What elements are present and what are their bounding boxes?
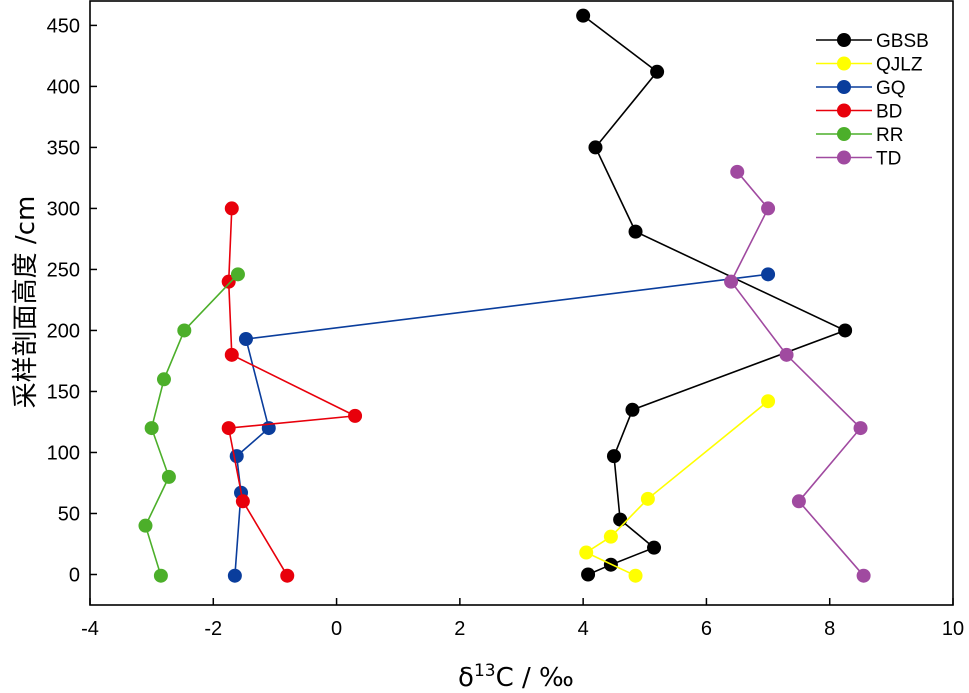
y-tick-label: 300 — [47, 198, 80, 220]
legend-marker — [837, 56, 851, 71]
data-point — [229, 449, 244, 464]
legend-label: GBSB — [876, 31, 929, 52]
legend-marker — [837, 127, 851, 141]
data-point — [581, 567, 596, 582]
data-point — [153, 568, 168, 583]
x-tick-label: -4 — [81, 618, 99, 640]
legend-label: RR — [876, 125, 903, 146]
data-point — [628, 224, 643, 239]
data-point — [588, 140, 603, 155]
x-axis-title-sup: 13 — [474, 661, 496, 681]
legend-item-gq: GQ — [816, 78, 906, 99]
y-tick-label: 150 — [47, 381, 80, 403]
x-tick-label: 4 — [578, 618, 589, 640]
legend-marker — [837, 80, 851, 94]
data-point — [177, 323, 192, 338]
legend-marker — [837, 150, 851, 165]
data-point — [838, 323, 853, 338]
x-tick-label: 2 — [454, 618, 465, 640]
x-tick-label: 6 — [701, 618, 712, 640]
plot-frame — [89, 0, 954, 606]
x-tick-label: 8 — [824, 618, 835, 640]
series-gq — [227, 267, 776, 583]
series-line — [227, 208, 358, 577]
legend-item-td: TD — [816, 149, 901, 170]
series-line — [582, 14, 848, 576]
legend-label: GQ — [876, 78, 906, 99]
y-tick-label: 50 — [58, 503, 80, 525]
series-gbsb — [576, 8, 853, 582]
legend-label: QJLZ — [876, 55, 923, 76]
data-point — [625, 402, 640, 417]
legend-label: BD — [876, 102, 902, 123]
y-tick-label: 0 — [69, 564, 80, 586]
data-point — [227, 568, 242, 583]
data-point — [144, 421, 159, 436]
series-layer — [138, 8, 871, 583]
data-point — [761, 201, 776, 216]
legend-label: TD — [876, 149, 901, 170]
data-point — [724, 274, 739, 289]
y-tick-label: 450 — [47, 15, 80, 37]
data-point — [280, 568, 295, 583]
x-axis-title-rest: C / ‰ — [496, 663, 574, 693]
x-tick-label: -2 — [204, 618, 222, 640]
x-axis-title-base: δ — [458, 663, 474, 693]
legend-item-bd: BD — [816, 102, 902, 123]
data-point — [640, 491, 655, 506]
data-point — [161, 469, 176, 484]
y-tick-label: 250 — [47, 259, 80, 281]
data-point — [235, 494, 250, 509]
data-point — [603, 529, 618, 544]
series-bd — [221, 201, 363, 583]
series-line — [234, 273, 769, 576]
y-tick-label: 200 — [47, 320, 80, 342]
data-point — [576, 8, 591, 23]
data-point — [606, 449, 621, 464]
data-point — [230, 267, 245, 282]
legend-item-qjlz: QJLZ — [816, 55, 923, 76]
data-point — [647, 540, 662, 555]
data-point — [730, 164, 745, 179]
data-point — [761, 394, 776, 409]
series-line — [730, 171, 865, 577]
data-point — [779, 347, 794, 362]
series-qjlz — [579, 394, 776, 583]
series-td — [724, 164, 871, 583]
data-point — [791, 494, 806, 509]
y-axis-title: 采样剖面高度 /cm — [11, 196, 41, 409]
y-tick-label: 100 — [47, 442, 80, 464]
data-point — [579, 545, 594, 560]
data-point — [761, 267, 776, 282]
legend-marker — [837, 103, 851, 118]
legend-item-rr: RR — [816, 125, 903, 146]
data-point — [221, 421, 236, 436]
y-tick-label: 400 — [47, 76, 80, 98]
y-tick-label: 350 — [47, 137, 80, 159]
data-point — [613, 512, 628, 527]
data-point — [853, 421, 868, 436]
legend-marker — [837, 33, 851, 47]
series-rr — [138, 267, 245, 583]
data-point — [348, 408, 363, 423]
data-point — [856, 568, 871, 583]
data-point — [628, 568, 643, 583]
data-point — [224, 201, 239, 216]
x-axis-title: δ13C / ‰ — [458, 661, 574, 693]
x-tick-label: 0 — [331, 618, 342, 640]
data-point — [650, 64, 665, 79]
legend-item-gbsb: GBSB — [816, 31, 929, 52]
x-tick-label: 10 — [942, 618, 964, 640]
series-line — [584, 400, 769, 577]
data-point — [224, 347, 239, 362]
data-point — [238, 331, 253, 346]
data-point — [156, 372, 171, 387]
data-point — [138, 518, 153, 533]
